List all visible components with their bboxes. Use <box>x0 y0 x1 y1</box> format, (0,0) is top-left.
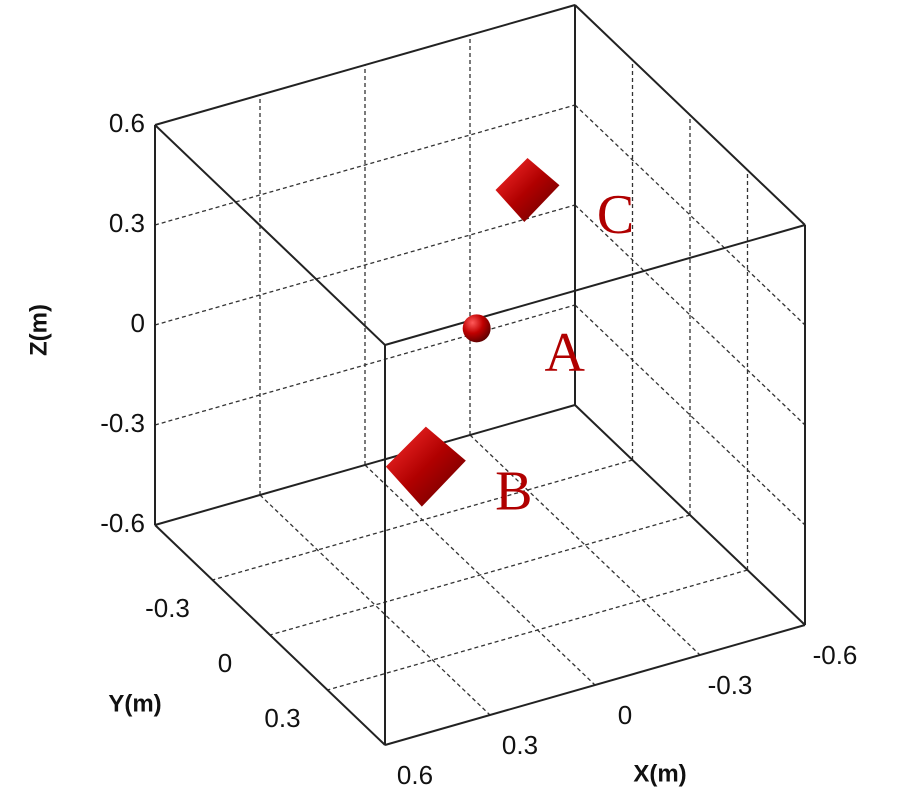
sphere-marker <box>462 314 491 343</box>
x-tick-label: 0 <box>618 700 632 730</box>
grid-line <box>327 569 748 691</box>
point-label: A <box>544 322 585 384</box>
box-edge <box>384 624 806 746</box>
point-label: C <box>597 184 634 246</box>
box-edge <box>154 524 386 746</box>
y-tick-label: -0.3 <box>145 593 190 623</box>
z-tick-label: -0.6 <box>100 508 145 538</box>
grid-line <box>259 494 491 716</box>
box-edge <box>154 404 576 526</box>
z-tick-label: 0.3 <box>109 208 145 238</box>
grid-line <box>154 204 576 326</box>
box-edge <box>154 4 576 126</box>
z-tick-label: 0 <box>131 308 145 338</box>
point-label: B <box>495 461 532 523</box>
cube-marker <box>495 158 560 222</box>
x-tick-label: 0.3 <box>502 730 538 760</box>
x-axis-label: X(m) <box>633 760 686 787</box>
box-edge <box>574 404 806 626</box>
z-axis-label: Z(m) <box>25 304 52 356</box>
y-axis-label: Y(m) <box>108 690 161 717</box>
cube-marker <box>385 426 466 507</box>
grid-line <box>212 459 633 581</box>
grid-line <box>269 514 691 636</box>
z-tick-label: 0.6 <box>109 108 145 138</box>
x-tick-label: -0.3 <box>708 670 753 700</box>
y-tick-label: 0.3 <box>264 703 300 733</box>
box-edge <box>384 224 806 346</box>
grid-line <box>154 304 576 426</box>
x-tick-label: 0.6 <box>397 760 433 790</box>
grid-line <box>154 104 576 226</box>
box-edge <box>154 124 386 346</box>
y-tick-label: 0 <box>218 648 232 678</box>
z-tick-label: -0.3 <box>100 408 145 438</box>
x-tick-label: -0.6 <box>813 640 858 670</box>
box-edge <box>574 4 806 226</box>
